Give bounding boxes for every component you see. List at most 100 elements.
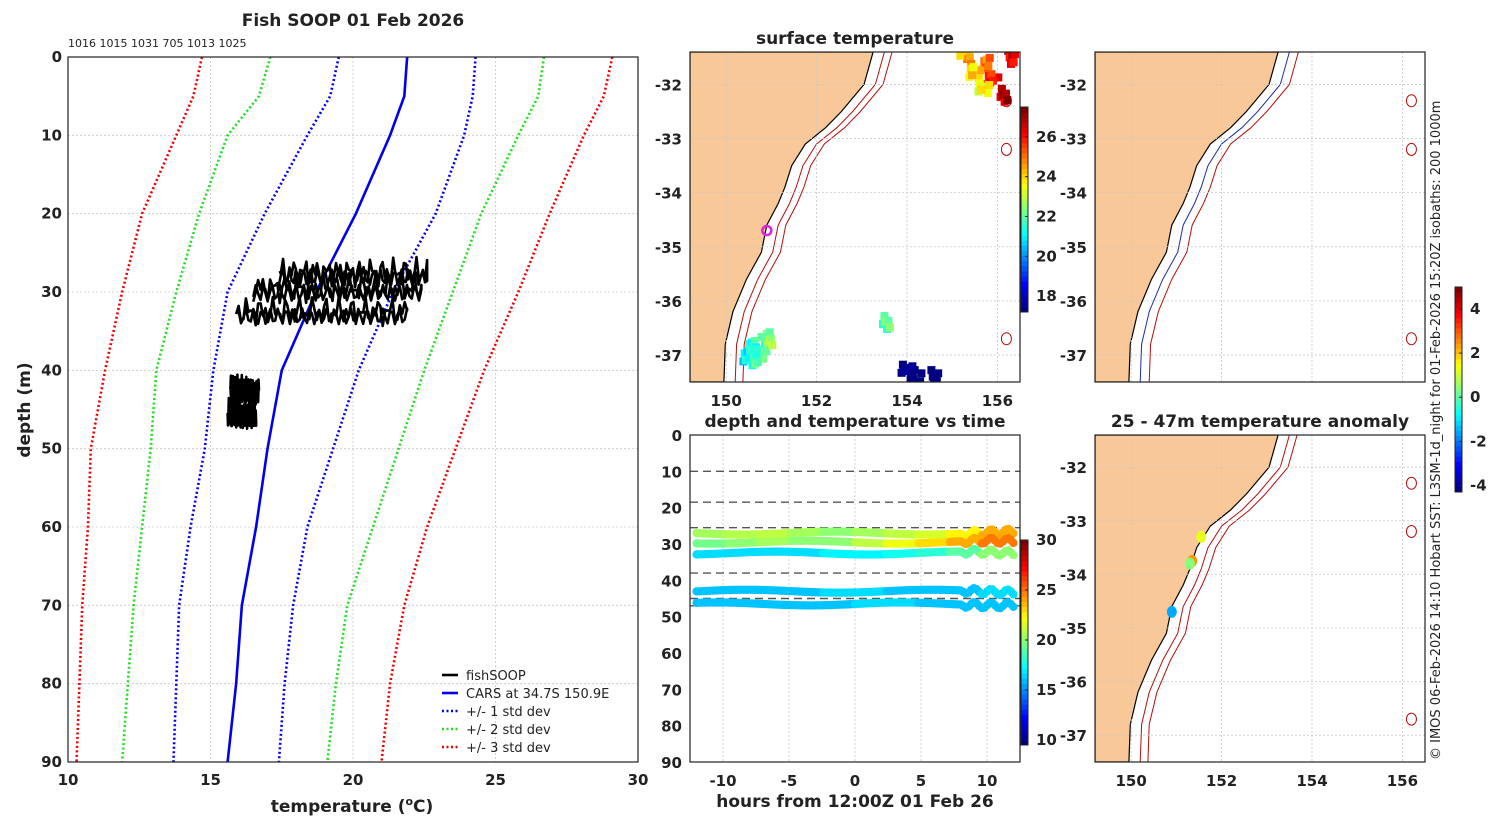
anomaly-colorbar-segment [1455,343,1462,349]
time-colorbar-segment [1021,673,1028,679]
fishsoop-trace [229,373,261,406]
land-mass [1095,435,1279,762]
anomaly-colorbar-segment [1455,328,1462,334]
time-colorbar-tick-label: 15 [1036,681,1057,699]
anomaly-colorbar-segment [1455,363,1462,370]
profile-grid [67,56,639,763]
profile-subtitle: 1016 1015 1031 705 1013 1025 [68,37,246,50]
isobath-200m [1139,52,1290,382]
sst-pixel [766,334,775,343]
sst-colorbar-segment [1021,168,1028,175]
profile-ytick-label: 40 [41,361,62,379]
anomaly-colorbar-segment [1455,292,1462,298]
sst-colorbar-segment [1021,281,1028,287]
fishsoop-traces [226,255,429,430]
anomaly-colorbar-segment [1455,338,1462,344]
sst-colorbar-segment [1021,204,1028,210]
anomaly-colorbar-tick-label: 0 [1470,388,1480,406]
sst-pixel [1009,58,1018,67]
sst-colorbar-tick-label: 20 [1036,247,1057,265]
time-colorbar-segment [1021,642,1028,649]
map-xtick-label: 152 [801,392,832,410]
sst-pixel [985,81,994,89]
sst-pixel [1003,96,1012,105]
map-ytick-label: -36 [655,293,682,311]
sst-pixel [969,63,978,72]
sst-colorbar-segment [1021,214,1028,221]
map-xtick-label: 152 [1206,772,1237,790]
time-colorbar-segment [1021,581,1028,587]
isobath-map-panel: -32 -33 -34 -35 -36 -37 [1060,51,1426,383]
map-ytick-label: -35 [1060,239,1087,257]
anomaly-colorbar-segment [1455,353,1462,360]
sst-colorbar-segment [1021,173,1028,180]
sst-colorbar-segment [1021,122,1028,128]
sst-colorbar-tick-label: 22 [1036,207,1057,225]
sst-colorbar-segment [1021,271,1028,277]
time-ytick-label: 40 [661,572,682,590]
sst-pixel [917,369,926,378]
sst-pixel [757,333,766,342]
anomaly-colorbar-segment [1455,420,1462,426]
sst-colorbar-tick-label: 18 [1036,287,1057,305]
map-ytick-label: -37 [1060,347,1087,365]
time-colorbar-segment [1021,570,1028,577]
sst-pixel [1001,89,1010,98]
profile-legend: fishSOOP CARS at 34.7S 150.9E +/- 1 std de… [442,669,609,756]
time-colorbar-segment [1021,540,1028,546]
sst-pixel [750,336,759,345]
profile-xtick-label: 30 [628,771,649,789]
profile-line-3-a [326,56,546,763]
time-colorbar-segment [1021,647,1028,654]
anomaly-colorbar-segment [1455,358,1462,365]
anomaly-colorbar-segment [1455,399,1462,406]
anomaly-colorbar-segment [1455,404,1462,411]
time-ytick-label: 80 [661,718,682,736]
sst-pixel [997,84,1006,93]
profile-ytick-label: 70 [41,596,62,614]
anomaly-colorbar-segment [1455,481,1462,488]
time-colorbar-segment [1021,545,1028,551]
sst-colorbar-segment [1021,286,1028,292]
sst-colorbar-segment [1021,199,1028,205]
sst-pixel [908,362,917,371]
map-ytick-label: -35 [1060,620,1087,638]
sst-colorbar-segment [1021,209,1028,216]
map-ytick-label: -37 [1060,727,1087,745]
sst-colorbar-frame [1020,106,1029,313]
sst-colorbar-tick-label: 24 [1036,168,1057,186]
time-ytick-label: 10 [661,463,682,481]
fishsoop-trace [277,255,429,289]
isobath-map-content [1095,52,1425,382]
map-ytick-label: -37 [655,347,682,365]
sst-colorbar-segment [1021,189,1028,195]
sst-colorbar-segment [1021,153,1028,159]
anomaly-colorbar-tick-label: -4 [1470,476,1487,494]
time-xtick-label: 10 [977,772,998,790]
anomaly-colorbar-segment [1455,302,1462,308]
time-colorbar-frame [1020,539,1029,746]
anomaly-colorbar-segment [1455,348,1462,355]
sst-colorbar-segment [1021,158,1028,164]
map-ytick-label: -33 [1060,513,1087,531]
time-colorbar-segment [1021,550,1028,556]
map-xtick-label: 154 [1296,772,1327,790]
time-colorbar-segment [1021,739,1028,746]
fishsoop-trace [234,295,409,328]
map-ytick-label: -32 [1060,459,1087,477]
map-ytick-label: -34 [655,185,682,203]
time-ytick-label: 30 [661,536,682,554]
sst-pixel [752,345,761,354]
map-xtick-label: 156 [982,392,1013,410]
time-colorbar-segment [1021,616,1028,623]
time-colorbar-segment [1021,704,1028,710]
isobath-1000m [1148,52,1299,382]
time-colorbar-segment [1021,683,1028,690]
island-contour [1405,94,1417,108]
profile-xtick-label: 20 [343,771,364,789]
time-colorbar-segment [1021,663,1028,669]
sst-colorbar-segment [1021,178,1028,185]
time-ytick-label: 60 [661,645,682,663]
time-point [1009,590,1018,599]
